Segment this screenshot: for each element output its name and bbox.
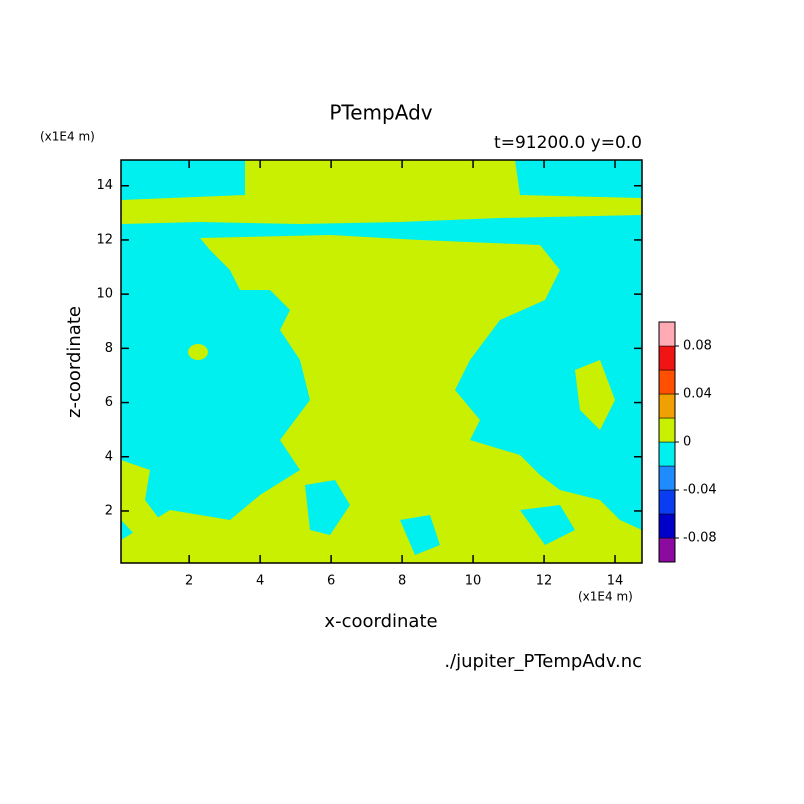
x-tick-label: 2 [185, 574, 193, 589]
y-unit: (x1E4 m) [40, 130, 95, 144]
contour-region [305, 480, 575, 555]
colorbar-label: 0.04 [683, 387, 712, 402]
colorbar-box [658, 393, 676, 419]
contour-field [121, 160, 642, 563]
x-tick-label: 4 [256, 574, 264, 589]
x-unit: (x1E4 m) [578, 590, 633, 604]
colorbar-label: 0.08 [683, 339, 712, 354]
y-tick-label: 10 [96, 287, 113, 302]
x-tick-label: 12 [536, 574, 553, 589]
colorbar-box [658, 417, 676, 443]
chart-subtitle: t=91200.0 y=0.0 [494, 133, 642, 153]
x-tick-label: 8 [398, 574, 406, 589]
colorbar-box [658, 513, 676, 539]
y-tick-label: 8 [105, 341, 113, 356]
colorbar-box [658, 321, 676, 347]
colorbar-box [658, 465, 676, 491]
contour-region [121, 235, 642, 563]
y-tick-label: 14 [96, 178, 113, 193]
colorbar-box [658, 489, 676, 515]
colorbar-box [658, 441, 676, 467]
colorbar-box [658, 537, 676, 563]
source-label: ./jupiter_PTempAdv.nc [444, 651, 642, 672]
colorbar-label: -0.04 [683, 483, 717, 498]
y-axis-label: z-coordinate [64, 306, 85, 418]
colorbar-box [658, 345, 676, 371]
y-tick-label: 6 [105, 395, 113, 410]
colorbar-label: 0 [683, 435, 691, 450]
y-tick-label: 12 [96, 232, 113, 247]
x-tick-label: 6 [327, 574, 335, 589]
x-tick-label: 10 [465, 574, 482, 589]
x-tick-label: 14 [607, 574, 624, 589]
plot-frame [120, 159, 643, 564]
y-tick-label: 2 [105, 503, 113, 518]
chart-title: PTempAdv [329, 101, 432, 125]
colorbar-box [658, 369, 676, 395]
x-axis-label: x-coordinate [324, 611, 437, 632]
y-tick-label: 4 [105, 449, 113, 464]
contour-region [121, 160, 642, 224]
colorbar-label: -0.08 [683, 531, 717, 546]
